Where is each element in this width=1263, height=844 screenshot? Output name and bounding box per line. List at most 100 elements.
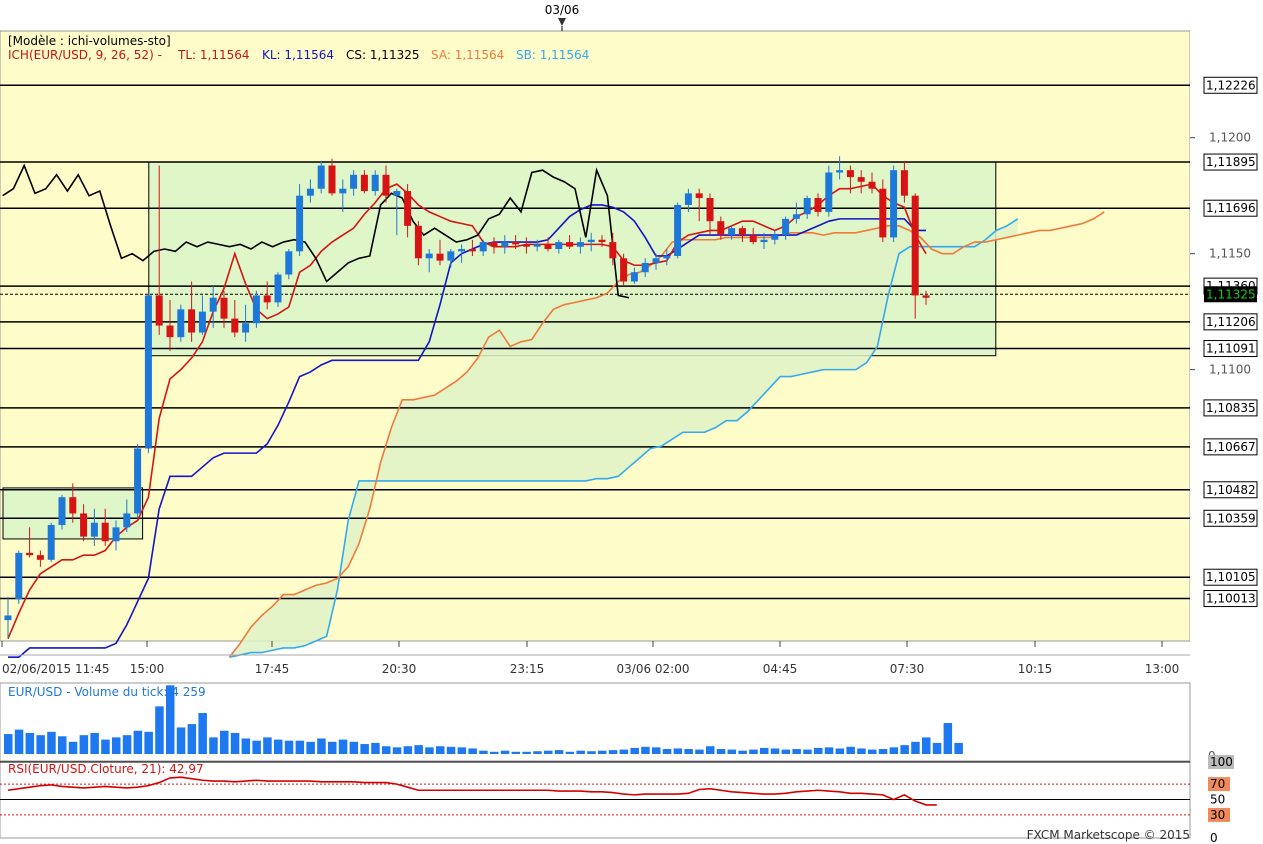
senkou-span-b-line [229,218,1019,659]
candle [382,165,390,203]
level-price-label: 1,11091 [1206,342,1256,356]
level-price-box [1203,438,1258,456]
time-tick-label: 17:45 [255,662,290,676]
candle [479,239,487,256]
volume-bar [598,750,607,754]
volume-bar [209,737,218,754]
volume-bar [295,740,305,754]
candle [144,293,152,454]
candle [458,244,466,263]
volume-bar [673,748,683,754]
volume-bar [500,750,510,754]
time-tick-label: 04:45 [763,662,798,676]
volume-bar [425,747,434,754]
volume-bar [241,738,251,754]
time-tick-label: 15:00 [130,662,165,676]
candle [468,239,476,256]
time-tick-label: 10:15 [1018,662,1053,676]
ichimoku-cloud [229,218,1018,658]
candle [782,216,790,240]
volume-bar [619,749,629,754]
candle [436,239,444,266]
rsi-tick-label: 70 [1210,777,1225,791]
candle [4,596,12,639]
volume-bar [360,744,369,754]
rsi-tick-label: 30 [1210,808,1225,822]
volume-bar [155,706,164,754]
volume-bar [565,751,575,754]
candle [717,216,725,240]
candle [101,508,109,546]
candle [922,290,930,305]
volume-bar [522,751,531,754]
volume-bar [263,737,272,754]
ich-label: ICH(EUR/USD, 9, 26, 52) - [8,48,162,62]
volume-bar [749,749,758,754]
candle [69,483,77,523]
level-price-label: 1,11206 [1206,315,1256,329]
candle [814,193,822,217]
time-tick-label: 23:15 [510,662,545,676]
level-price-box [1203,199,1258,217]
candle [425,249,433,273]
volume-bar [684,749,693,754]
volume-bar [889,747,899,754]
candle [900,160,908,203]
level-price-label: 1,10667 [1206,440,1256,454]
volume-bar [79,735,89,754]
volume-bar [371,742,380,754]
volume-bar [641,746,650,754]
candle [663,249,671,266]
candle [80,504,88,542]
volume-bar [608,750,618,754]
candle [123,499,131,532]
level-price-label: 1,12226 [1206,78,1256,92]
volume-bar [47,731,56,754]
candle [47,522,55,563]
candle [242,304,250,342]
candle [533,239,541,252]
volume-bar [652,747,661,754]
candle [868,172,876,194]
candle [555,239,563,254]
volume-bar [468,748,477,754]
candle [771,230,779,245]
level-price-box [1203,340,1258,358]
volume-bar [878,749,888,754]
model-label: [Modèle : ichi-volumes-sto] [8,34,171,48]
candle [177,304,185,342]
candle [609,232,617,266]
time-tick-label: 07:30 [890,662,925,676]
level-price-label: 1,10835 [1206,401,1256,415]
candle [188,281,196,342]
rsi-top-marker [1208,755,1234,769]
candle [501,235,509,254]
chikou-span-line [2,163,630,299]
volume-bar [814,747,823,754]
volume-bar [187,724,197,754]
volume-panel-bg [0,682,1191,762]
volume-bar [144,731,153,754]
price-tick-label: 1,1200 [1209,131,1251,145]
level-price-box [1203,399,1258,417]
volume-bar [716,749,726,754]
candle [792,202,800,224]
volume-bar [479,750,488,754]
candle [587,232,595,252]
candle [674,202,682,259]
time-axis: 02/06/2015 11:45 15:00 17:45 20:30 23:15 03/0… [0,641,1190,676]
volume-bar [122,735,132,754]
candle [350,170,358,196]
volume-bar [90,732,99,754]
candle [544,237,552,252]
volume-bar [533,751,542,754]
volume-panel: 0 [0,682,1216,763]
rsi-line [7,776,937,806]
volume-bar [554,750,564,754]
volume-bar [792,749,801,754]
volume-bar [457,747,467,754]
volume-bar [328,741,337,754]
volume-bar [14,729,24,754]
volume-bar [911,741,920,754]
